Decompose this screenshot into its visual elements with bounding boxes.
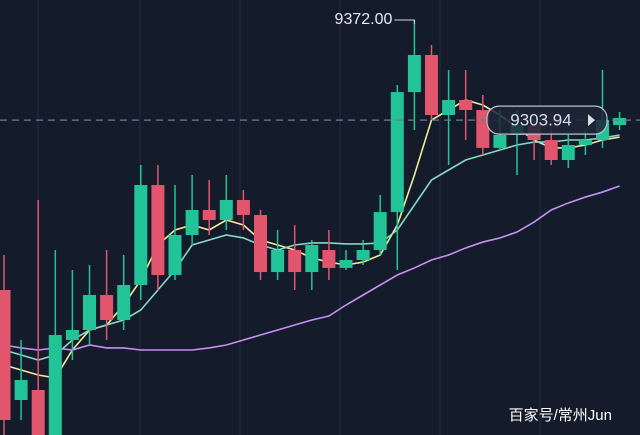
candle-body: [544, 140, 558, 160]
candle-body: [0, 290, 11, 420]
candle-body: [459, 100, 473, 110]
candle-body: [151, 185, 165, 275]
candle-body: [390, 92, 404, 213]
watermark: 百家号/常州Jun: [509, 407, 612, 424]
candle-body: [476, 110, 490, 148]
candle-body: [578, 140, 592, 145]
candle-body: [373, 212, 387, 250]
candle-body: [168, 235, 182, 275]
candle-body: [83, 295, 96, 330]
candle-body: [65, 330, 79, 340]
candle-body: [14, 380, 28, 400]
candle-body: [442, 100, 456, 115]
candle-body: [134, 185, 148, 285]
high-leader: [394, 19, 415, 24]
candle-body: [288, 250, 302, 273]
candle-body: [425, 55, 438, 115]
ma-line: [3, 185, 620, 351]
high-label: 9372.00: [335, 11, 393, 28]
candle-body: [493, 135, 507, 148]
candle-body: [339, 260, 353, 268]
candle-body: [202, 210, 216, 220]
candle-body: [31, 390, 45, 435]
candle-body: [185, 210, 199, 235]
candle-body: [561, 145, 575, 160]
candle-body: [236, 200, 250, 215]
candle-body: [254, 215, 267, 273]
candle-body: [271, 250, 285, 273]
last-price-box: [486, 105, 608, 135]
candle-body: [322, 250, 336, 268]
candle-body: [356, 250, 370, 260]
candle-body: [305, 245, 319, 273]
last-price-label: 9303.94: [510, 111, 571, 130]
candle-body: [407, 55, 421, 93]
candle-body: [100, 295, 114, 320]
candle-body: [613, 117, 627, 125]
candle-body: [219, 200, 233, 220]
candle-body: [117, 285, 131, 320]
last-price-arrow: [588, 114, 595, 127]
candle-body: [48, 335, 62, 435]
